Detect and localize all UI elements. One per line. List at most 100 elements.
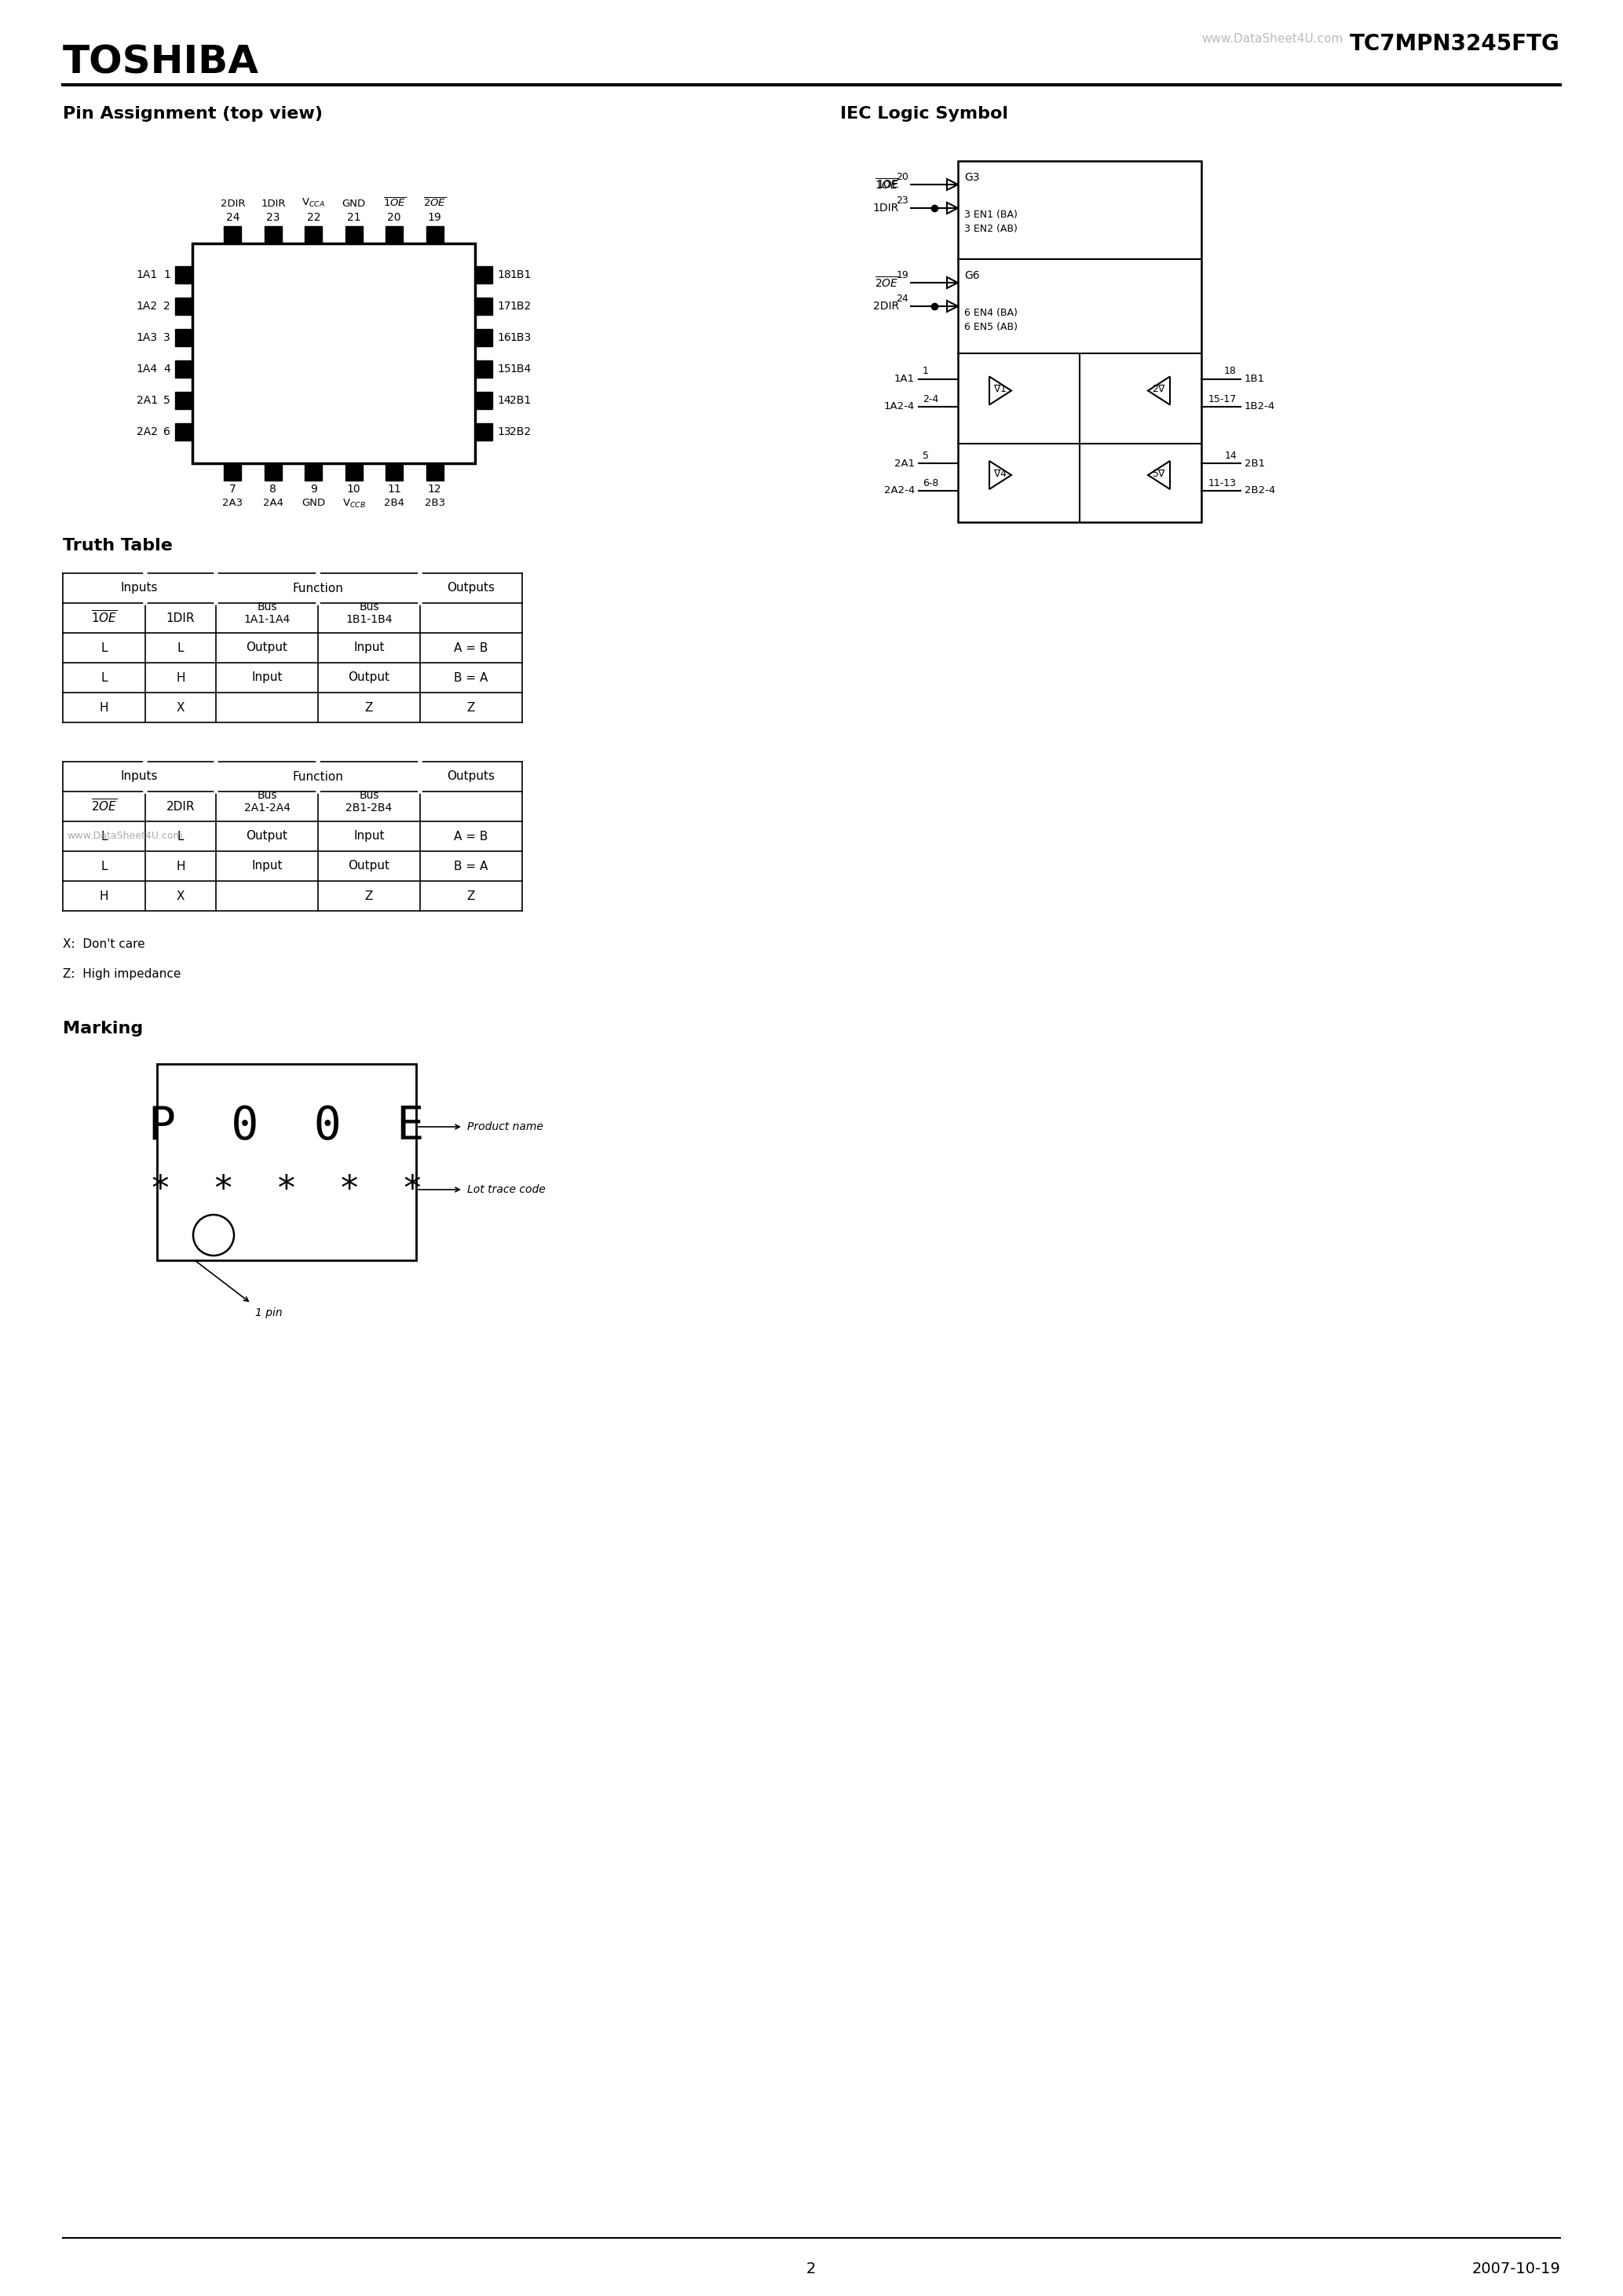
- Text: 1A2-4: 1A2-4: [885, 402, 915, 411]
- Text: H: H: [99, 891, 109, 902]
- Text: 2B3: 2B3: [424, 498, 445, 507]
- Bar: [346, 225, 362, 243]
- Bar: [175, 360, 193, 379]
- Text: 21: 21: [347, 211, 360, 223]
- Text: 1B1: 1B1: [510, 269, 531, 280]
- Text: L: L: [101, 643, 107, 654]
- Text: GND: GND: [342, 200, 365, 209]
- Text: 15-17: 15-17: [1208, 395, 1237, 404]
- Text: L: L: [177, 831, 183, 843]
- Text: 2B2-4: 2B2-4: [1245, 487, 1276, 496]
- Text: X: X: [177, 891, 185, 902]
- Text: 1DIR: 1DIR: [873, 202, 899, 214]
- Text: 6 EN4 (BA): 6 EN4 (BA): [964, 308, 1018, 319]
- Text: 14: 14: [1224, 450, 1237, 461]
- Text: Output: Output: [349, 673, 390, 684]
- Bar: [346, 464, 362, 480]
- Text: 1 pin: 1 pin: [255, 1306, 282, 1318]
- Text: 2: 2: [807, 2262, 816, 2275]
- Text: Bus
1A1-1A4: Bus 1A1-1A4: [243, 602, 291, 625]
- Text: Z: Z: [467, 891, 476, 902]
- Bar: [305, 225, 321, 243]
- Text: Bus
1B1-1B4: Bus 1B1-1B4: [346, 602, 393, 625]
- Text: *  *  *  *  *: * * * * *: [149, 1173, 424, 1205]
- Text: 20: 20: [896, 172, 909, 181]
- Text: B = A: B = A: [454, 673, 489, 684]
- Text: 7: 7: [229, 484, 237, 494]
- Text: A = B: A = B: [454, 831, 489, 843]
- Text: $\overline{1OE}$: $\overline{1OE}$: [91, 611, 117, 627]
- Text: L: L: [101, 673, 107, 684]
- Text: 17: 17: [497, 301, 511, 312]
- Text: 2B2: 2B2: [510, 427, 531, 436]
- Text: Z: Z: [365, 703, 373, 714]
- Text: 1A1: 1A1: [894, 374, 915, 383]
- Text: 2B4: 2B4: [385, 498, 404, 507]
- Text: Inputs: Inputs: [120, 583, 157, 595]
- Bar: [175, 266, 193, 282]
- Bar: [476, 328, 492, 347]
- Text: 1A3: 1A3: [136, 333, 157, 342]
- Text: 2DIR: 2DIR: [873, 301, 899, 312]
- Text: $\overline{2OE}$: $\overline{2OE}$: [91, 799, 117, 815]
- Text: Input: Input: [252, 861, 282, 872]
- Text: $\nabla$1: $\nabla$1: [993, 383, 1006, 395]
- Bar: [305, 464, 321, 480]
- Bar: [476, 298, 492, 315]
- Bar: [265, 464, 282, 480]
- Text: Truth Table: Truth Table: [63, 537, 172, 553]
- Text: 1B2: 1B2: [510, 301, 531, 312]
- Text: 23: 23: [266, 211, 281, 223]
- Text: Function: Function: [292, 771, 344, 783]
- Bar: [175, 393, 193, 409]
- Bar: [476, 422, 492, 441]
- Text: 2A3: 2A3: [222, 498, 243, 507]
- Text: 2A1: 2A1: [894, 459, 915, 468]
- Text: G3: G3: [964, 172, 980, 184]
- Bar: [386, 464, 403, 480]
- Text: G6: G6: [964, 271, 980, 280]
- Text: 11-13: 11-13: [1209, 478, 1237, 489]
- Text: Marking: Marking: [63, 1022, 143, 1035]
- Bar: [175, 328, 193, 347]
- Text: 1A2: 1A2: [136, 301, 157, 312]
- Bar: [193, 243, 476, 464]
- Text: 2A2: 2A2: [136, 427, 157, 436]
- Text: 20: 20: [388, 211, 401, 223]
- Bar: [476, 266, 492, 282]
- Text: Product name: Product name: [467, 1120, 544, 1132]
- Text: 3: 3: [164, 333, 170, 342]
- Text: Output: Output: [247, 643, 287, 654]
- Text: Bus
2B1-2B4: Bus 2B1-2B4: [346, 790, 393, 813]
- Text: $\overline{2OE}$: $\overline{2OE}$: [875, 276, 899, 289]
- Text: X:  Don't care: X: Don't care: [63, 939, 144, 951]
- Text: Input: Input: [252, 673, 282, 684]
- Bar: [175, 422, 193, 441]
- Text: 10: 10: [347, 484, 360, 494]
- Text: V$_{CCB}$: V$_{CCB}$: [342, 498, 365, 510]
- Text: 16: 16: [497, 333, 511, 342]
- Text: Output: Output: [247, 831, 287, 843]
- Text: 1B2-4: 1B2-4: [1245, 402, 1276, 411]
- Text: V$_{CCA}$: V$_{CCA}$: [302, 197, 325, 209]
- Text: 2: 2: [164, 301, 170, 312]
- Text: 1B3: 1B3: [510, 333, 531, 342]
- Text: 1B1: 1B1: [1245, 374, 1264, 383]
- Text: Outputs: Outputs: [448, 771, 495, 783]
- Text: 5: 5: [164, 395, 170, 406]
- Text: 6 EN5 (AB): 6 EN5 (AB): [964, 321, 1018, 333]
- Text: 2$\nabla$: 2$\nabla$: [1152, 383, 1167, 395]
- Text: 22: 22: [307, 211, 320, 223]
- Text: Z: Z: [467, 703, 476, 714]
- Text: 1A4: 1A4: [136, 363, 157, 374]
- Text: 24: 24: [896, 294, 909, 303]
- Text: Lot trace code: Lot trace code: [467, 1185, 545, 1196]
- Text: 12: 12: [428, 484, 441, 494]
- Text: 6: 6: [164, 427, 170, 436]
- Text: 1A1: 1A1: [136, 269, 157, 280]
- Text: 11: 11: [388, 484, 401, 494]
- Text: www.DataSheet4U.com: www.DataSheet4U.com: [67, 831, 183, 840]
- Text: 2-4: 2-4: [922, 395, 938, 404]
- Text: 18: 18: [497, 269, 511, 280]
- Text: 8: 8: [269, 484, 276, 494]
